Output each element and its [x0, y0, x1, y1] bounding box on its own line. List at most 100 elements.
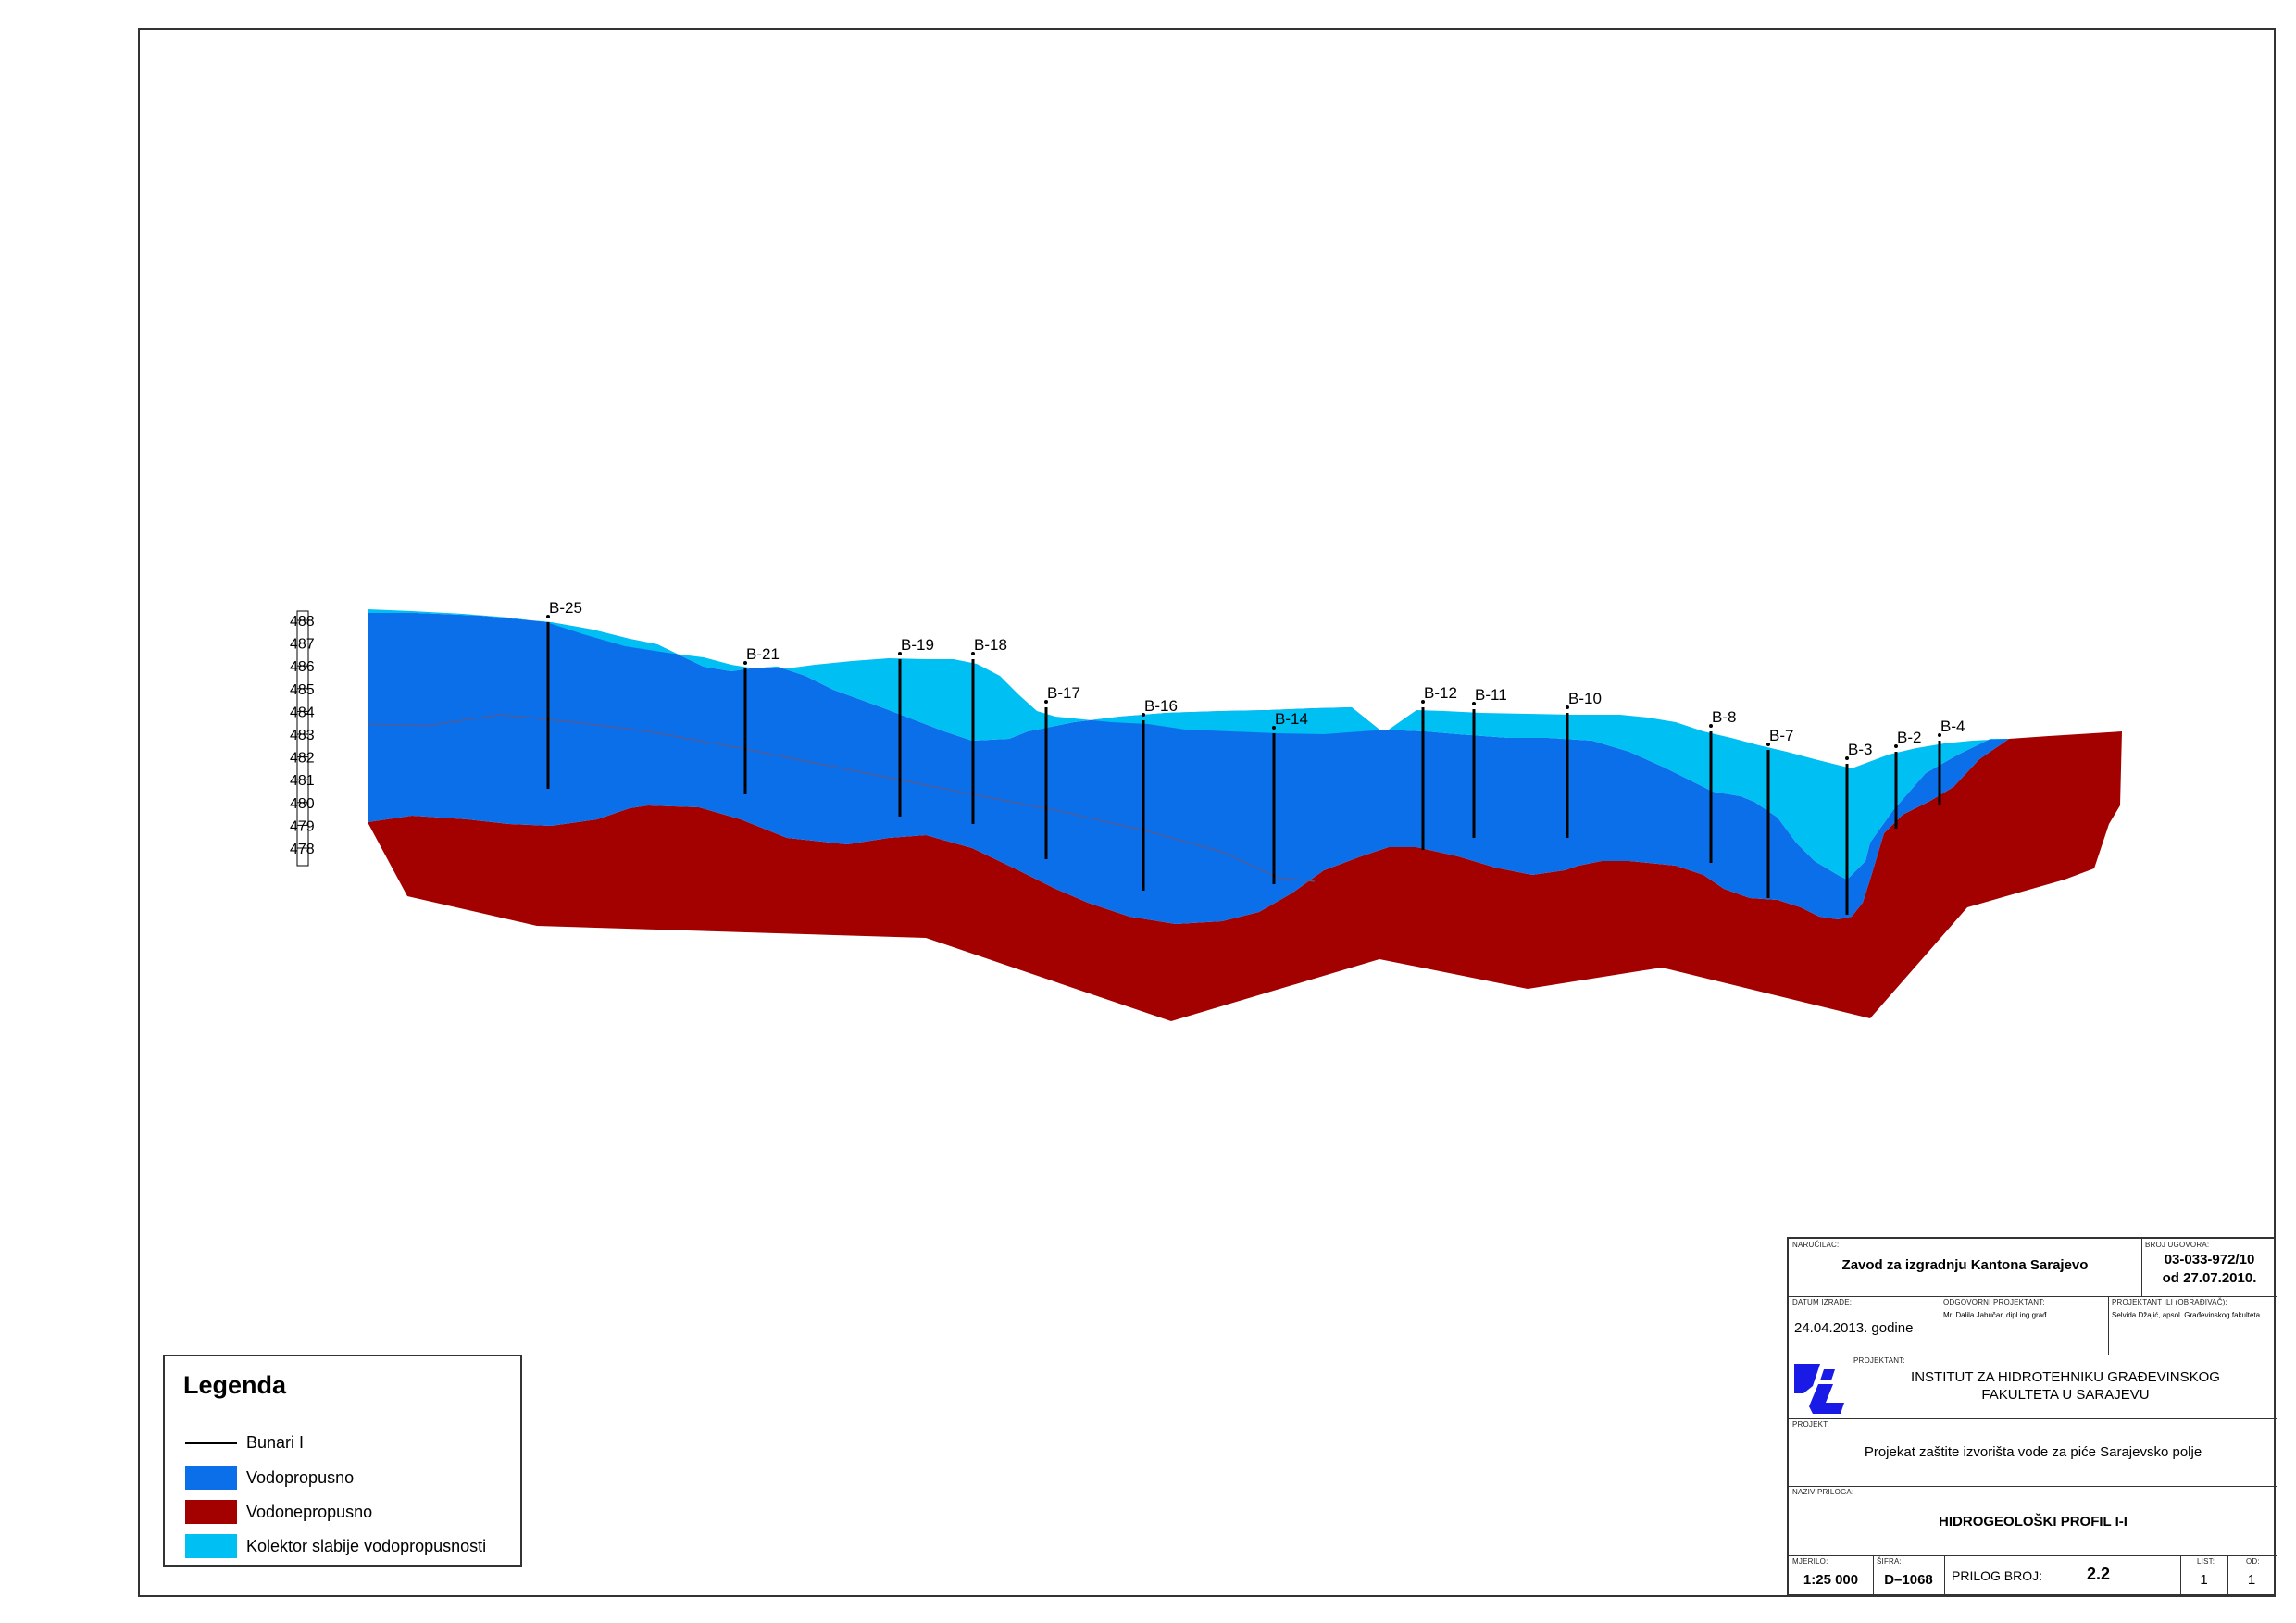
elevation-tick-label: 485 [290, 682, 315, 698]
layer-vodonepropusno [368, 731, 2122, 1021]
responsible-name: Mr. Dalila Jabučar, dipl.ing.građ. [1943, 1311, 2049, 1319]
attachment-name: HIDROGEOLOŠKI PROFIL I-I [1939, 1514, 2128, 1529]
well-marker-b-12 [1421, 700, 1425, 704]
caption: PROJEKTANT ILI (OBRAĐIVAČ): [2112, 1298, 2227, 1306]
legend-label: Vodonepropusno [246, 1502, 373, 1521]
date-value: 24.04.2013. godine [1794, 1320, 1914, 1336]
contract-number: 03-033-972/10 [2164, 1252, 2255, 1267]
well-marker-b-21 [743, 661, 747, 665]
legend: Legenda Bunari I Vodopropusno Vodoneprop… [163, 1355, 522, 1567]
well-label-b-4: B-4 [1940, 718, 1965, 735]
elevation-tick-label: 482 [290, 751, 315, 767]
elevation-tick-label: 484 [290, 705, 315, 720]
well-marker-b-7 [1766, 743, 1770, 746]
well-label-b-11: B-11 [1475, 686, 1507, 704]
caption: MJERILO: [1792, 1557, 1828, 1566]
elevation-tick-label: 486 [290, 659, 315, 675]
line-swatch [185, 1441, 237, 1444]
legend-label: Vodopropusno [246, 1467, 355, 1487]
legend-title: Legenda [183, 1371, 287, 1399]
contract-cell: BROJ UGOVORA: 03-033-972/10 od 27.07.201… [2141, 1239, 2277, 1296]
elevation-tick-label: 488 [290, 614, 315, 630]
caption: NAZIV PRILOGA: [1792, 1488, 1854, 1496]
well-marker-b-10 [1566, 705, 1569, 709]
code-value: D–1068 [1884, 1572, 1933, 1588]
well-marker-b-18 [971, 652, 975, 655]
well-marker-b-19 [898, 652, 902, 655]
responsible-cell: ODGOVORNI PROJEKTANT: Mr. Dalila Jabučar… [1940, 1296, 2108, 1355]
sheet-cell: LIST: 1 [2180, 1555, 2227, 1596]
prilog-number: 2.2 [2087, 1565, 2111, 1583]
legend-item-bunari: Bunari I [185, 1430, 304, 1454]
project-cell: PROJEKT: Projekat zaštite izvorišta vode… [1789, 1418, 2277, 1486]
code-cell: ŠIFRA: D–1068 [1873, 1555, 1944, 1596]
well-label-b-21: B-21 [746, 645, 780, 663]
institute-logo-icon [1794, 1364, 1844, 1414]
of-cell: OD: 1 [2227, 1555, 2276, 1596]
legend-label: Bunari I [246, 1432, 305, 1452]
well-marker-b-17 [1044, 700, 1048, 704]
caption: PROJEKT: [1792, 1420, 1829, 1429]
well-label-b-10: B-10 [1568, 690, 1602, 707]
swatch-light-blue [185, 1534, 237, 1558]
well-marker-b-16 [1142, 713, 1145, 717]
elevation-tick-label: 483 [290, 728, 315, 743]
prilog-label: PRILOG BROJ: [1952, 1568, 2043, 1583]
well-label-b-18: B-18 [974, 636, 1007, 654]
elevation-tick-label: 478 [290, 842, 315, 857]
well-label-b-7: B-7 [1769, 727, 1793, 744]
well-marker-b-2 [1894, 744, 1898, 748]
attachment-cell: NAZIV PRILOGA: HIDROGEOLOŠKI PROFIL I-I [1789, 1486, 2277, 1555]
institute-line-1: INSTITUT ZA HIDROTEHNIKU GRAĐEVINSKOG [1911, 1369, 2220, 1385]
sheet-value: 1 [2200, 1572, 2208, 1588]
caption: DATUM IZRADE: [1792, 1298, 1853, 1306]
caption: LIST: [2197, 1557, 2215, 1566]
legend-item-vodopropusno: Vodopropusno [185, 1466, 354, 1490]
caption: NARUČILAC: [1792, 1241, 1840, 1249]
client-name: Zavod za izgradnju Kantona Sarajevo [1841, 1257, 2089, 1273]
elevation-tick-label: 481 [290, 773, 315, 789]
designer-name: Selvida Džajić, apsol. Građevinskog faku… [2112, 1311, 2261, 1319]
caption: ŠIFRA: [1877, 1557, 1902, 1566]
well-marker-b-8 [1709, 724, 1713, 728]
well-label-b-3: B-3 [1848, 741, 1872, 758]
institute-line-2: FAKULTETA U SARAJEVU [1981, 1387, 2150, 1403]
caption: OD: [2246, 1557, 2260, 1566]
caption: BROJ UGOVORA: [2145, 1241, 2210, 1249]
title-block: NARUČILAC: Zavod za izgradnju Kantona Sa… [1787, 1237, 2277, 1596]
layer-vodopropusno [368, 613, 2009, 924]
well-label-b-25: B-25 [549, 599, 582, 617]
swatch-blue [185, 1466, 237, 1490]
contract-date: od 27.07.2010. [2162, 1270, 2257, 1286]
scale-cell: MJERILO: 1:25 000 [1789, 1555, 1873, 1596]
legend-item-kolektor: Kolektor slabije vodopropusnosti [185, 1534, 486, 1558]
elevation-tick-label: 479 [290, 818, 315, 834]
drawing-sheet [138, 28, 2276, 1597]
elevation-tick-label: 480 [290, 796, 315, 812]
well-marker-b-25 [546, 615, 550, 618]
caption: PROJEKTANT: [1853, 1356, 1905, 1365]
well-label-b-19: B-19 [901, 636, 934, 654]
well-label-b-14: B-14 [1275, 710, 1308, 728]
project-name: Projekat zaštite izvorišta vode za piće … [1864, 1444, 2202, 1460]
well-marker-b-11 [1472, 702, 1476, 705]
prilog-cell: PRILOG BROJ: 2.2 [1944, 1555, 2180, 1596]
water-level-line [367, 714, 1316, 882]
well-label-b-8: B-8 [1712, 708, 1736, 726]
legend-label: Kolektor slabije vodopropusnosti [246, 1536, 487, 1555]
client-cell: NARUČILAC: Zavod za izgradnju Kantona Sa… [1789, 1239, 2141, 1296]
scale-value: 1:25 000 [1803, 1572, 1859, 1588]
legend-item-vodonepropusno: Vodonepropusno [185, 1500, 372, 1524]
wells: B-25 B-21 B-19 B-18 B-17 B-16 B-14 B-12 B-11 B-10… [546, 599, 1965, 915]
designer-cell: PROJEKTANT ILI (OBRAĐIVAČ): Selvida Džaj… [2108, 1296, 2277, 1355]
well-label-b-16: B-16 [1144, 697, 1178, 715]
institute-cell: PROJEKTANT: INSTITUT ZA HIDROTEHNIKU GRA… [1789, 1355, 2277, 1418]
well-marker-b-4 [1938, 733, 1941, 737]
layer-kolektor [368, 609, 2009, 880]
caption: ODGOVORNI PROJEKTANT: [1943, 1298, 2045, 1306]
well-label-b-2: B-2 [1897, 729, 1921, 746]
well-label-b-17: B-17 [1047, 684, 1080, 702]
elevation-axis: 488 487 486 485 484 483 482 481 480 479 478 [290, 610, 315, 867]
well-marker-b-3 [1845, 756, 1849, 760]
